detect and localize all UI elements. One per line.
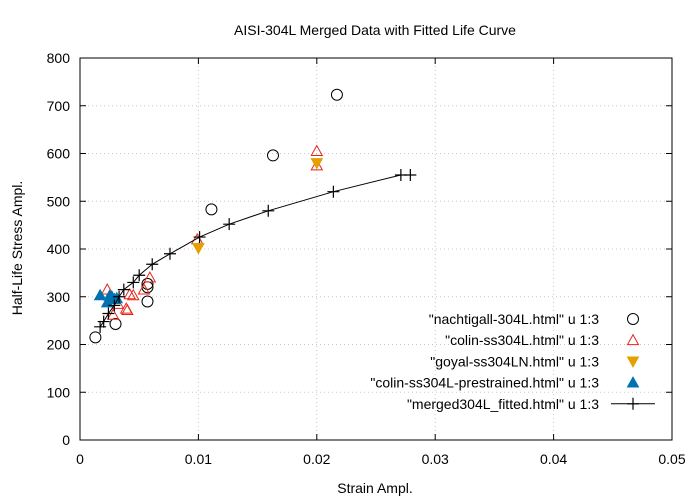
data-point	[310, 158, 324, 171]
data-point	[193, 231, 206, 244]
grid	[80, 58, 672, 440]
x-tick-label: 0.02	[303, 451, 330, 467]
data-point	[126, 288, 140, 301]
data-point	[404, 168, 417, 181]
data-point	[146, 258, 159, 271]
data-point	[266, 149, 279, 162]
data-point	[102, 307, 115, 320]
legend-entry-label: "nachtigall-304L.html" u 1:3	[429, 311, 599, 327]
legend-entry-label: "colin-ss304L-prestrained.html" u 1:3	[370, 375, 599, 391]
data-point	[109, 317, 122, 330]
data-point	[327, 185, 340, 198]
data-point	[117, 283, 130, 296]
y-tick-label: 200	[47, 337, 71, 353]
legend-marker	[626, 356, 640, 368]
x-tick-label: 0.01	[185, 451, 212, 467]
y-tick-label: 0	[62, 432, 70, 448]
data-point	[141, 277, 154, 290]
data-point	[113, 290, 126, 303]
data-point	[121, 303, 134, 316]
data-point	[89, 331, 102, 344]
series-line	[99, 174, 411, 328]
data-point	[330, 88, 343, 101]
data-point	[123, 287, 137, 300]
axis-ticks: 0 0.01 0.02 0.03 0.04 0.05 0 100 200 300 400 500 600…	[47, 50, 686, 467]
data-point	[106, 308, 120, 320]
data-point	[205, 203, 218, 216]
y-tick-label: 400	[47, 241, 71, 257]
legend-marker	[627, 397, 639, 410]
data-point	[108, 299, 121, 312]
y-tick-label: 500	[47, 193, 71, 209]
legend: "nachtigall-304L.html" u 1:3 "colin-ss304…	[370, 311, 655, 412]
data-point	[97, 315, 110, 328]
data-point	[141, 295, 154, 308]
legend-marker	[627, 313, 639, 325]
data-point	[163, 247, 176, 260]
series-1	[100, 144, 324, 320]
legend-marker	[626, 333, 640, 346]
legend-entry-label: "merged304L_fitted.html" u 1:3	[407, 396, 599, 412]
y-tick-label: 800	[47, 50, 71, 66]
series-2	[192, 158, 324, 255]
data-point	[93, 288, 107, 301]
y-axis-label: Half-Life Stress Ampl.	[9, 181, 25, 316]
x-tick-label: 0.05	[658, 451, 685, 467]
x-axis-label: Strain Ampl.	[337, 480, 412, 496]
chart-title: AISI-304L Merged Data with Fitted Life C…	[234, 22, 516, 38]
x-tick-label: 0	[76, 451, 84, 467]
data-point	[133, 269, 146, 282]
data-point	[127, 276, 140, 289]
y-tick-label: 300	[47, 289, 71, 305]
series-4	[94, 168, 417, 333]
data-point	[143, 271, 157, 283]
x-tick-label: 0.03	[422, 451, 449, 467]
data-point	[137, 283, 151, 295]
legend-entry-label: "goyal-ss304LN.html" u 1:3	[430, 353, 599, 369]
data-point	[223, 218, 236, 231]
x-tick-label: 0.04	[540, 451, 567, 467]
y-tick-label: 700	[47, 98, 71, 114]
data-point	[192, 243, 205, 255]
legend-entry-label: "colin-ss304L.html" u 1:3	[445, 332, 599, 348]
data-series	[89, 88, 417, 344]
y-tick-label: 600	[47, 146, 71, 162]
data-point	[310, 144, 324, 157]
data-point	[262, 204, 275, 217]
legend-marker	[626, 376, 640, 388]
y-tick-label: 100	[47, 384, 71, 400]
data-point	[310, 158, 324, 170]
